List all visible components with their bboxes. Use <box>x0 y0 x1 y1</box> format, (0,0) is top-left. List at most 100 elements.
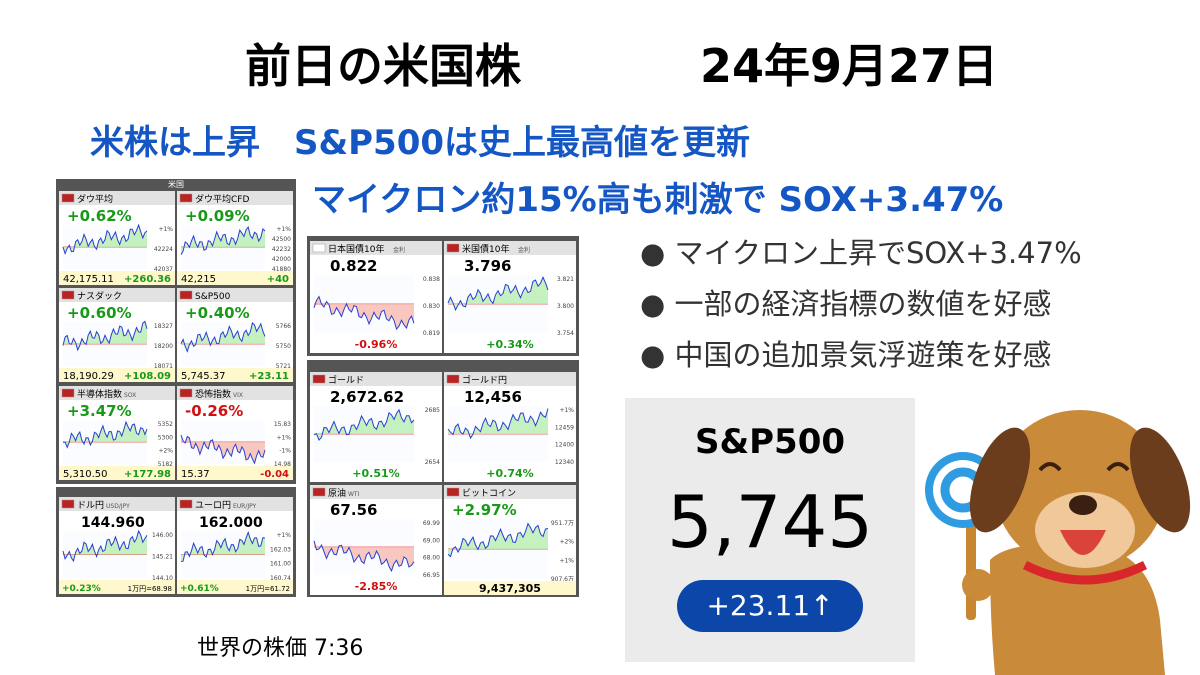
tile-footer <box>177 580 293 594</box>
axis-label: 5300 <box>158 434 173 441</box>
tile-price: 67.56 <box>330 501 377 519</box>
tile-change: +0.40% <box>185 304 250 322</box>
market-tile: ダウ平均 +1% 42224 42037 +0.62% 42,175.11 +260.36 <box>59 191 175 285</box>
tile-header <box>59 386 175 400</box>
tile-price: 162.000 <box>199 515 263 531</box>
axis-label: 15.83 <box>274 421 291 428</box>
flag <box>179 388 193 398</box>
chart-fill <box>448 277 548 310</box>
bullet-text: 中国の追加景気浮遊策を好感 <box>674 338 1052 372</box>
axis-label: 5182 <box>158 461 173 468</box>
tile-price: 15.37 <box>181 469 210 480</box>
axis-label: 69.99 <box>423 520 440 527</box>
tile-change: -0.26% <box>185 402 243 420</box>
chart-line <box>62 420 148 449</box>
tile-name: S&P500 <box>195 292 231 302</box>
axis-label: +1% <box>276 532 291 539</box>
tile-change: -2.85% <box>355 580 398 593</box>
tile-header <box>59 288 175 302</box>
tile-header <box>310 485 442 499</box>
date: 24年9月27日 <box>700 39 999 93</box>
tile-name: ビットコイン <box>462 488 516 499</box>
tile-header <box>59 191 175 205</box>
tile-name: ドル円 <box>77 500 104 511</box>
axis-label: 907.6万 <box>551 576 574 583</box>
tile-name: ナスダック <box>77 290 122 302</box>
chart-fill <box>314 296 414 330</box>
market-tile: 恐怖指数 VIX 15.83 +1% -1% 14.98 -0.26% 15.37 -0.04 <box>177 386 293 480</box>
tile-change: +0.09% <box>185 207 250 225</box>
tile-name: 日本国債10年 <box>328 243 384 255</box>
tile-change: +0.61% <box>180 584 219 594</box>
tile-footer <box>59 466 175 480</box>
chart-fill <box>448 523 548 557</box>
chart-fill <box>63 531 147 561</box>
flag <box>446 487 460 497</box>
tile-change: +0.60% <box>67 304 132 322</box>
tile-header <box>310 372 442 386</box>
chart-line <box>313 540 415 573</box>
axis-label: 162.03 <box>270 546 291 553</box>
flag <box>61 499 75 509</box>
chart-fill <box>181 532 265 562</box>
axis-label: +2% <box>158 448 173 455</box>
bullet-list: ● マイクロン上昇でSOX+3.47% ● 一部の経済指標の数値を好感 ● 中国… <box>640 228 1082 381</box>
flag <box>61 388 75 398</box>
tile-name: 米国債10年 <box>462 243 509 255</box>
axis-label: 5352 <box>158 421 173 428</box>
tile-price-change: +40 <box>267 274 289 285</box>
axis-label: 0.830 <box>423 303 440 310</box>
tile-name: 半導体指数 <box>77 388 122 400</box>
axis-label: 2654 <box>425 459 440 466</box>
market-tile: ゴールド円 +1% 12459 12400 12340 12,456 +0.74% <box>444 372 576 482</box>
tile-change: +0.74% <box>486 467 533 480</box>
title: 前日の米国株 <box>245 39 521 93</box>
chart-line <box>313 295 415 331</box>
axis-label: +1% <box>276 226 291 233</box>
axis-label: 18071 <box>154 363 173 370</box>
tile-header <box>59 497 175 511</box>
tile-sub: WTI <box>348 491 360 498</box>
tile-header <box>177 191 293 205</box>
tile-sub: 金利 <box>393 246 405 254</box>
tile-change: +0.62% <box>67 207 132 225</box>
tile-header <box>444 485 576 499</box>
chart-line <box>180 226 266 256</box>
chart-line <box>62 529 148 563</box>
headline: 米株は上昇 S&P500は史上最高値を更新 <box>90 123 751 163</box>
tile-price: 3.796 <box>464 257 511 275</box>
bullet: ● マイクロン上昇でSOX+3.47% <box>640 236 1082 270</box>
tile-price-change: +23.11 <box>249 371 289 382</box>
market-tile: ナスダック 18327 18200 18071 +0.60% 18,190.29 +108.… <box>59 288 175 382</box>
summary-change: +23.11↑ <box>677 580 863 632</box>
axis-label: 18327 <box>154 323 173 330</box>
chart-line <box>447 522 549 558</box>
market-tile: S&P500 5766 5750 5721 +0.40% 5,745.37 +23.11 <box>177 288 293 382</box>
market-tile: ビットコイン 951.7万 +2% +1% 907.6万 +2.97% 9,437,305 <box>444 485 576 595</box>
tile-price: 0.822 <box>330 257 377 275</box>
summary-box: S&P500 5,745 +23.11↑ <box>625 398 915 662</box>
tile-name: ダウ平均CFD <box>195 193 249 205</box>
axis-label: 12459 <box>555 424 574 431</box>
axis-label: 3.800 <box>557 303 574 310</box>
tile-sub: 金利 <box>518 246 530 254</box>
axis-label: 3.821 <box>557 276 574 283</box>
chart-line <box>62 223 148 255</box>
tile-sub: EUR/JPY <box>233 503 257 510</box>
chart-fill <box>314 409 414 441</box>
tile-header <box>177 288 293 302</box>
tile-footer <box>444 581 576 595</box>
tile-change: -0.96% <box>355 338 398 351</box>
flag <box>446 374 460 384</box>
chart-fill <box>181 323 265 352</box>
axis-label: -1% <box>279 448 291 455</box>
headline: マイクロン約15%高も刺激で SOX+3.47% <box>312 180 1004 220</box>
axis-label: 69.00 <box>423 537 440 544</box>
axis-label: 12340 <box>555 459 574 466</box>
chart-line <box>62 320 148 352</box>
axis-label: 18200 <box>154 343 173 350</box>
tile-header <box>444 372 576 386</box>
tile-note: 1万円=68.98 <box>128 585 172 593</box>
